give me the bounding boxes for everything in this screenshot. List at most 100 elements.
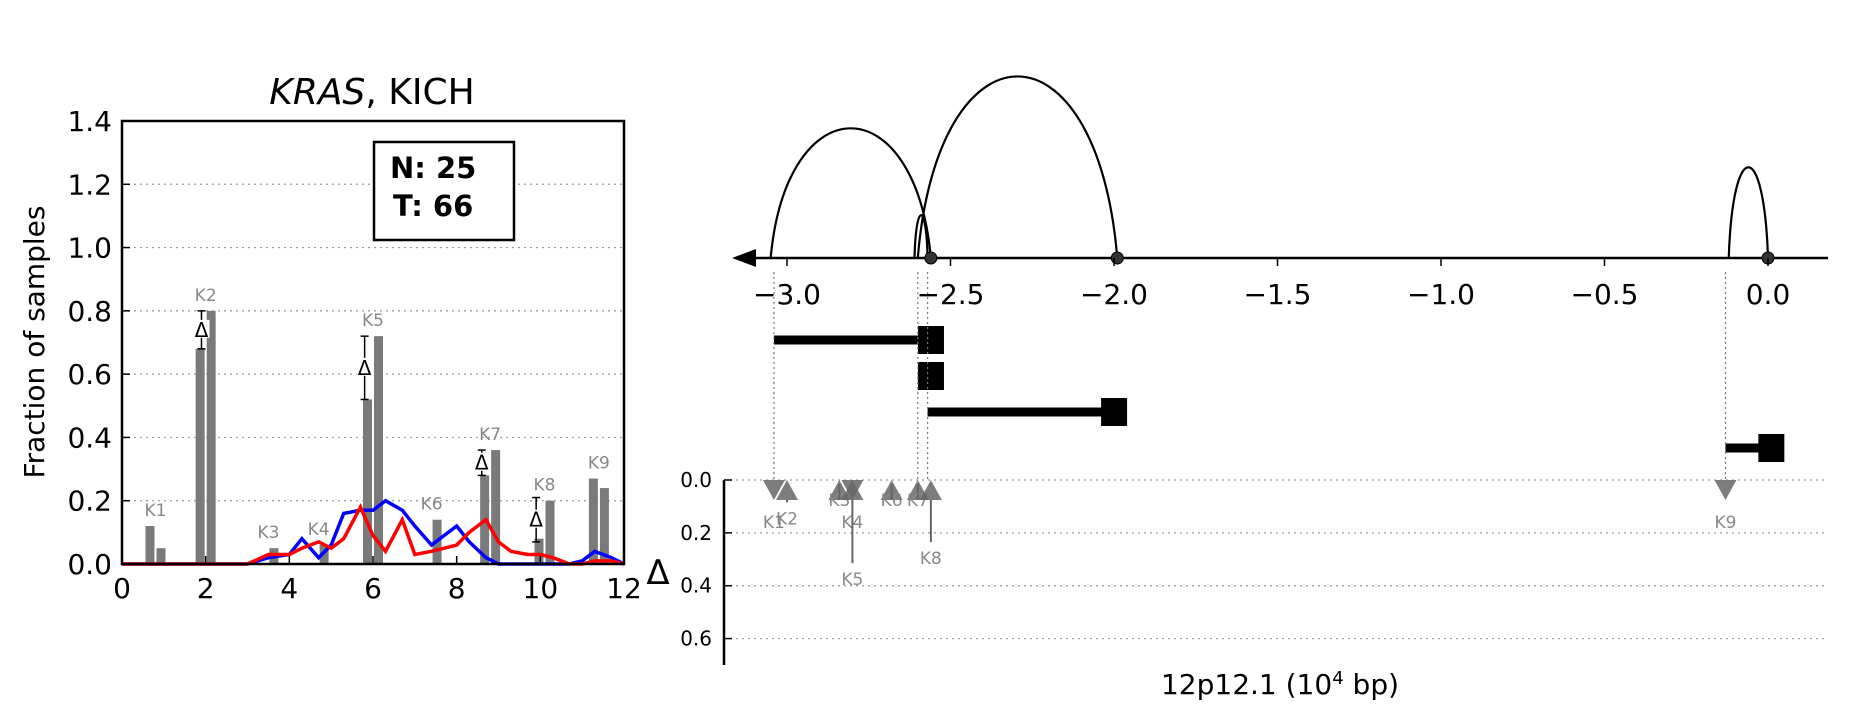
- axis-ticks: 0.0 0.2 0.4 0.6 0.8 1.0 1.2 1.4 0 2 4 6 8 10 12: [67, 105, 641, 605]
- transcript-exon-1: [917, 362, 944, 390]
- y-axis-label: Fraction of samples: [18, 206, 51, 479]
- y-tick-label: 0.8: [67, 295, 112, 328]
- delta-tick-label: 0.2: [680, 521, 712, 545]
- junction-dot: [924, 251, 938, 265]
- transcripts: [773, 326, 1785, 462]
- bar-label-K6: K6: [421, 495, 443, 515]
- y-tick-label: 0.6: [67, 358, 112, 391]
- bar-tumor-K7: [491, 450, 501, 564]
- genome-tick-label: −1.5: [1244, 278, 1312, 311]
- delta-bg: [473, 452, 490, 471]
- y-tick-label: 1.2: [67, 168, 112, 201]
- delta-symbol: Δ: [475, 451, 489, 475]
- genome-tick-label: −2.0: [1080, 278, 1148, 311]
- x-axis-label-unit: bp): [1344, 668, 1399, 701]
- x-tick-label: 10: [523, 572, 559, 605]
- marker-label-K8: K8: [920, 549, 942, 569]
- delta-tick-label: 0.6: [680, 627, 712, 651]
- bar-tumor-K8: [545, 500, 555, 564]
- junction-arc-2: [913, 214, 929, 259]
- genome-tick-label: −0.5: [1571, 278, 1639, 311]
- delta-bg: [356, 357, 373, 376]
- bar-label-K9: K9: [588, 454, 610, 474]
- axis-arrow-left: [732, 249, 756, 267]
- bar-label-K1: K1: [144, 501, 166, 521]
- transcript-line-3: [1725, 443, 1761, 453]
- genome-tick-label: −2.5: [917, 278, 985, 311]
- delta-bg: [193, 319, 210, 338]
- chart-title-cohort: KICH: [388, 72, 474, 113]
- transcript-line-0: [773, 335, 920, 345]
- normal-count: N: 25: [390, 151, 476, 185]
- bar-tumor-K9: [599, 488, 609, 564]
- delta-bg: [528, 509, 545, 528]
- marker-K9: [1714, 480, 1737, 500]
- marker-label-K1: K1: [763, 513, 785, 533]
- junction-dot: [1110, 251, 1124, 265]
- bar-label-K2: K2: [195, 286, 217, 306]
- junction-arc-3: [1727, 166, 1770, 259]
- junction-arc-1: [916, 75, 1119, 259]
- chart-title-gene: KRAS: [269, 72, 365, 113]
- y-tick-label: 1.4: [67, 105, 112, 138]
- marker-label-K2: K2: [776, 509, 798, 529]
- x-axis-label-main: 12p12.1 (10: [1161, 668, 1332, 701]
- transcript-exon-3: [1758, 434, 1785, 462]
- x-tick-label: 12: [606, 572, 642, 605]
- delta-markers: Δ Δ Δ Δ: [193, 310, 545, 543]
- x-tick-label: 6: [364, 572, 382, 605]
- delta-symbol: Δ: [529, 508, 543, 532]
- y-tick-label: 0.0: [67, 548, 112, 581]
- bar-normal-K5: [363, 399, 372, 564]
- delta-symbol: Δ: [195, 318, 209, 342]
- junction-arc-0: [769, 127, 932, 259]
- delta-tick-label: 0.4: [680, 574, 712, 598]
- bar-label-K3: K3: [257, 523, 279, 543]
- bar-label-K5: K5: [362, 311, 384, 331]
- x-axis-label-exponent: 4: [1332, 668, 1343, 689]
- bar-labels: K1 K2 K3 K4 K5 K6 K7 K8 K9: [144, 286, 609, 543]
- genomic-axis: −3.0 −2.5 −2.0 −1.5 −1.0 −0.5 0.0: [732, 249, 1828, 311]
- genome-tick-label: −1.0: [1407, 278, 1475, 311]
- marker-K8: [919, 480, 942, 500]
- bar-tumor-K1: [156, 548, 166, 564]
- y-tick-label: 0.2: [67, 485, 112, 518]
- genome-tick-label: −3.0: [753, 278, 821, 311]
- delta-symbol: Δ: [358, 356, 372, 380]
- marker-label-K6: K6: [881, 491, 903, 511]
- marker-label-K9: K9: [1715, 513, 1737, 533]
- y-tick-label: 1.0: [67, 232, 112, 265]
- series-line-1: [122, 503, 625, 566]
- marker-label-K5: K5: [841, 570, 863, 590]
- bar-tumor-K5: [374, 336, 383, 564]
- chart-title: KRAS, KICH: [269, 72, 474, 113]
- bar-normal-K1: [145, 526, 155, 564]
- marker-K1: [762, 480, 785, 500]
- chart-title-separator: ,: [365, 72, 388, 113]
- delta-axis-label: Δ: [646, 553, 669, 593]
- genome-tick-label: 0.0: [1746, 278, 1791, 311]
- bar-tumor-K2: [206, 310, 216, 564]
- tumor-count: T: 66: [393, 189, 473, 223]
- marker-K5: [841, 480, 864, 500]
- transcript-line-2: [927, 407, 1104, 417]
- x-tick-label: 2: [197, 572, 215, 605]
- x-tick-label: 8: [448, 572, 466, 605]
- bar-normal-K8: [534, 538, 544, 564]
- junction-arcs: [769, 75, 1770, 259]
- transcript-exon-0: [917, 326, 944, 354]
- splice-diagram-panel: −3.0 −2.5 −2.0 −1.5 −1.0 −0.5 0.0 0.0 0.2 0.4 0.6…: [646, 75, 1828, 702]
- bar-label-K4: K4: [308, 520, 330, 540]
- x-tick-label: 0: [113, 572, 131, 605]
- y-tick-label: 0.4: [67, 421, 112, 454]
- marker-K2: [776, 480, 798, 500]
- bar-normal-K2: [195, 348, 205, 564]
- x-axis-label: 12p12.1 (104 bp): [1161, 668, 1399, 702]
- sample-count-box: N: 25 T: 66: [372, 140, 516, 242]
- x-tick-label: 4: [280, 572, 298, 605]
- bar-normal-K9: [588, 478, 598, 564]
- transcript-exon-2: [1101, 398, 1128, 426]
- bar-label-K8: K8: [534, 476, 556, 496]
